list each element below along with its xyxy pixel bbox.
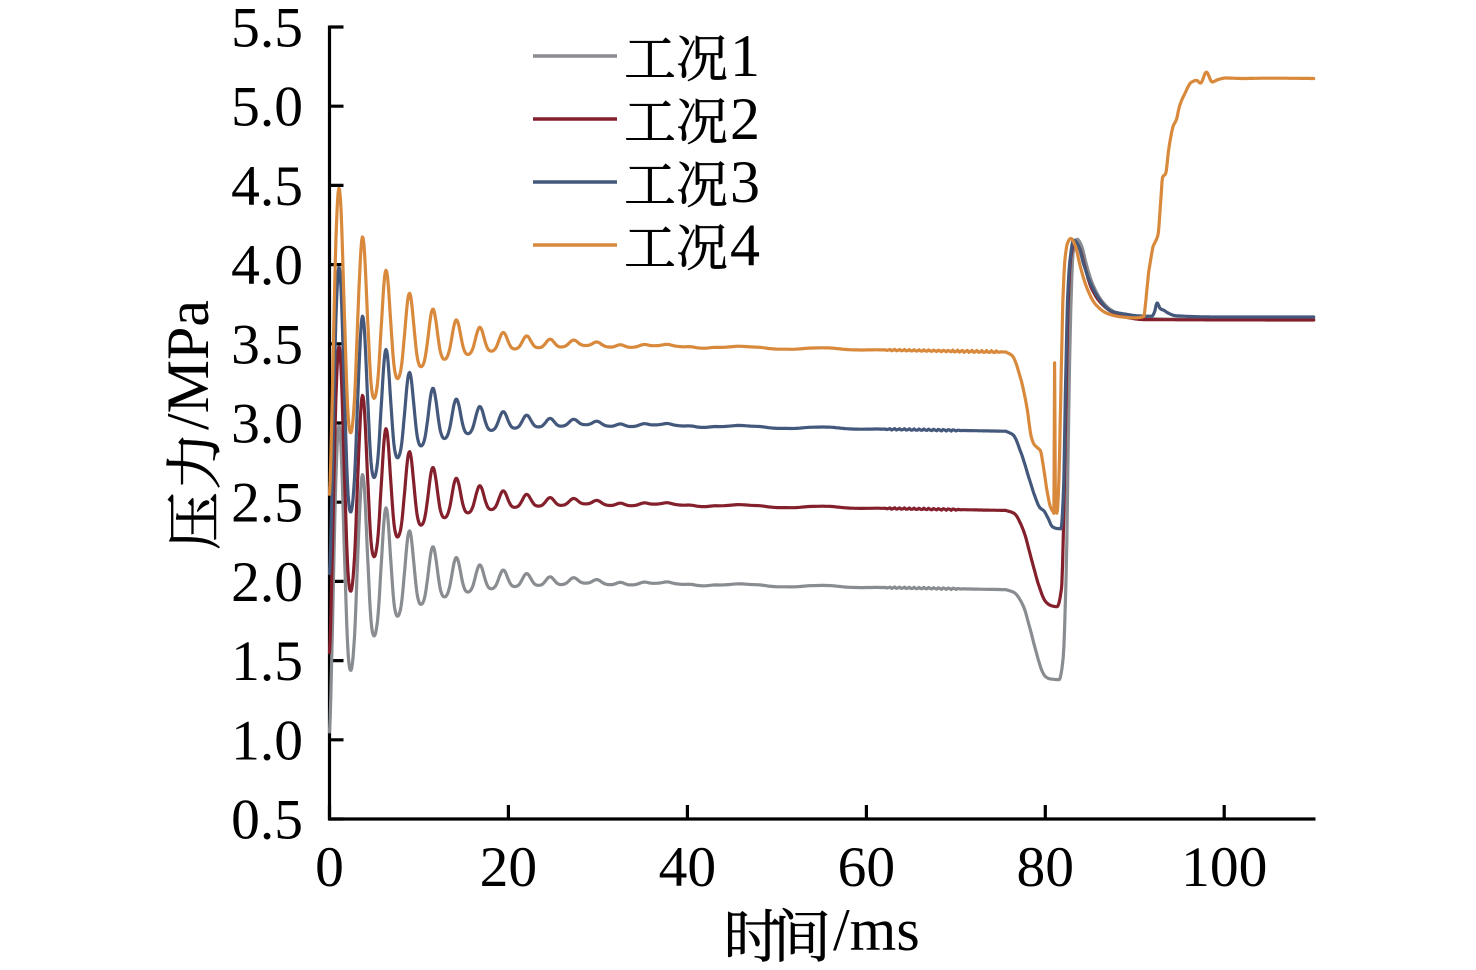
- svg-text:80: 80: [1017, 836, 1075, 899]
- svg-text:2.0: 2.0: [231, 551, 303, 614]
- svg-text:100: 100: [1181, 836, 1267, 899]
- svg-text:1: 1: [730, 23, 760, 89]
- svg-text:5.5: 5.5: [231, 0, 303, 60]
- svg-text:4.5: 4.5: [231, 155, 303, 218]
- svg-text:3: 3: [730, 149, 760, 215]
- svg-text:0.5: 0.5: [231, 789, 303, 852]
- svg-text:0: 0: [315, 836, 344, 899]
- svg-text:60: 60: [838, 836, 896, 899]
- svg-text:/ms: /ms: [833, 897, 920, 963]
- svg-text:20: 20: [480, 836, 538, 899]
- svg-text:1.5: 1.5: [231, 630, 303, 693]
- svg-text:2.5: 2.5: [231, 472, 303, 535]
- svg-text:5.0: 5.0: [231, 76, 303, 139]
- svg-text:3.5: 3.5: [231, 313, 303, 376]
- svg-text:/MPa: /MPa: [155, 300, 221, 430]
- svg-text:2: 2: [730, 86, 760, 152]
- svg-text:4.0: 4.0: [231, 234, 303, 297]
- svg-text:40: 40: [659, 836, 717, 899]
- svg-text:4: 4: [730, 212, 760, 278]
- svg-text:1.0: 1.0: [231, 709, 303, 772]
- svg-text:3.0: 3.0: [231, 393, 303, 456]
